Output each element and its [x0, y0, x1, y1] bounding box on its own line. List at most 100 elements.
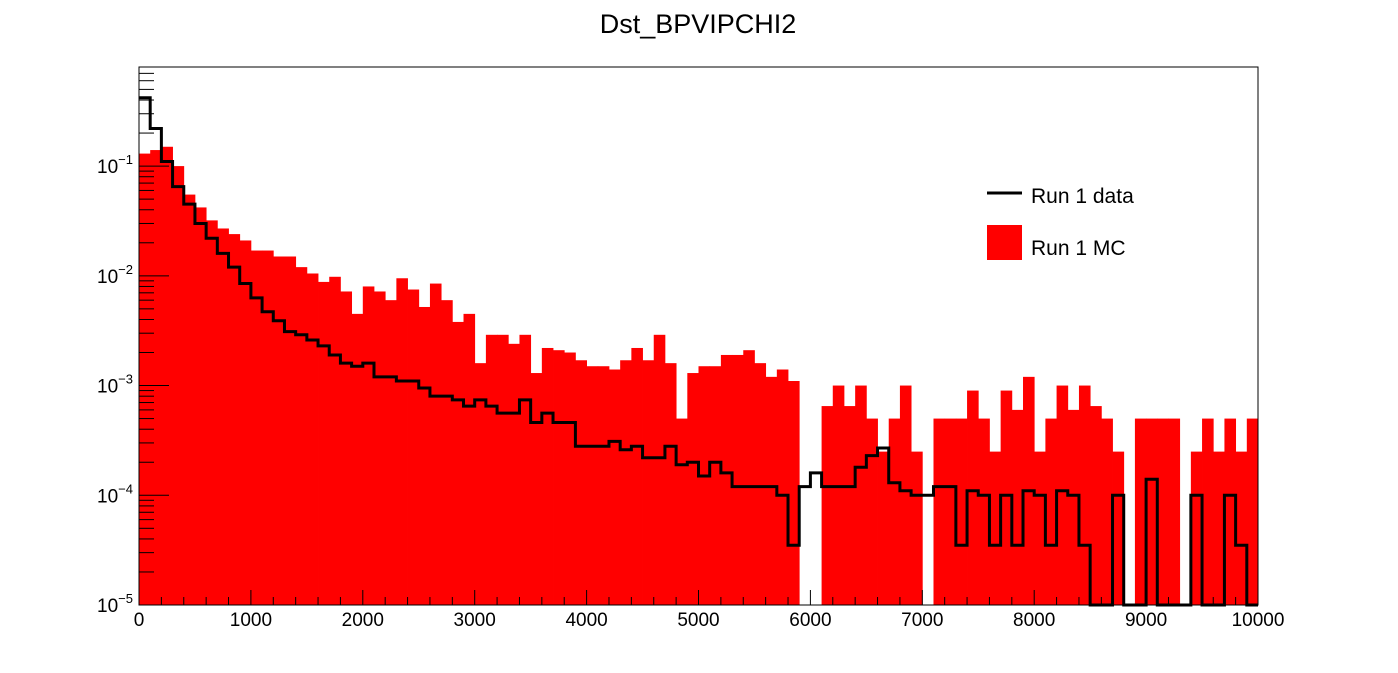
mc-bar	[989, 451, 1002, 605]
mc-bar	[519, 334, 532, 605]
mc-bar	[687, 373, 699, 605]
mc-bar	[1000, 390, 1013, 605]
mc-bar	[351, 313, 364, 605]
mc-bar	[955, 418, 968, 605]
mc-bar	[329, 276, 341, 605]
mc-bar	[855, 385, 867, 605]
legend-label-mc: Run 1 MC	[1031, 237, 1126, 260]
mc-bar	[664, 363, 677, 605]
mc-bar	[1011, 409, 1024, 605]
x-tick-label: 6000	[789, 610, 831, 631]
mc-bar	[553, 350, 565, 605]
mc-bar	[1078, 385, 1091, 605]
mc-bar	[1146, 418, 1158, 605]
mc-bar	[497, 334, 509, 605]
x-tick-label: 7000	[901, 610, 943, 631]
mc-bar	[485, 334, 498, 605]
mc-bar	[620, 360, 632, 605]
x-tick-label: 8000	[1013, 610, 1055, 631]
mc-bar	[754, 363, 767, 605]
mc-bar	[1101, 418, 1113, 605]
mc-bar	[1045, 418, 1057, 605]
mc-bar	[676, 418, 688, 605]
legend-label-data: Run 1 data	[1031, 185, 1134, 208]
mc-bar	[608, 369, 621, 605]
mc-bar	[508, 343, 520, 605]
mc-bar	[295, 267, 308, 605]
mc-bar	[541, 347, 554, 605]
mc-bar	[1224, 418, 1237, 605]
x-tick-label: 0	[134, 610, 145, 631]
legend-swatch-mc	[987, 225, 1022, 260]
mc-bar	[250, 250, 263, 605]
mc-bar	[306, 273, 319, 605]
mc-bar	[194, 207, 207, 605]
mc-bar	[597, 366, 610, 605]
mc-bar	[150, 150, 162, 605]
mc-bar	[429, 283, 442, 605]
x-tick-label: 4000	[565, 610, 607, 631]
mc-bar	[183, 194, 196, 605]
series-data-step-line	[139, 96, 1258, 607]
mc-bar	[217, 228, 229, 605]
mc-bar	[172, 166, 185, 605]
mc-bar	[821, 406, 834, 605]
mc-bar	[1056, 385, 1069, 605]
mc-bar	[362, 286, 375, 605]
mc-bar	[373, 291, 386, 605]
mc-bar	[262, 250, 274, 605]
mc-bar	[452, 321, 464, 605]
x-tick-label: 5000	[677, 610, 719, 631]
mc-bar	[642, 360, 655, 605]
legend: Run 1 data Run 1 MC	[987, 185, 1134, 260]
chart-title: Dst_BPVIPCHI2	[600, 9, 797, 39]
mc-bar	[1134, 418, 1147, 605]
x-tick-label: 10000	[1232, 610, 1285, 631]
mc-bar	[1190, 451, 1203, 605]
mc-bar	[967, 390, 979, 605]
mc-bar	[575, 360, 587, 605]
x-tick-label: 2000	[342, 610, 384, 631]
y-tick-label: 10−4	[97, 481, 133, 507]
mc-bar	[1235, 451, 1248, 605]
x-tick-label: 3000	[454, 610, 496, 631]
mc-bar	[139, 153, 151, 606]
mc-bar	[161, 146, 173, 606]
mc-bar	[530, 373, 543, 605]
mc-bar	[564, 352, 576, 605]
x-tick-label: 9000	[1125, 610, 1167, 631]
mc-bar	[743, 350, 755, 605]
mc-bar	[228, 234, 241, 605]
mc-bar	[318, 281, 330, 605]
mc-bar	[788, 381, 800, 605]
mc-bar	[877, 451, 890, 605]
mc-bar	[239, 240, 252, 606]
mc-bar	[843, 406, 856, 605]
mc-bar	[1067, 409, 1080, 605]
mc-bar	[933, 418, 946, 605]
mc-bar	[1090, 406, 1102, 605]
mc-bar	[732, 354, 744, 605]
mc-bar	[273, 256, 285, 605]
y-tick-label: 10−2	[97, 262, 133, 288]
mc-bar	[888, 418, 901, 605]
y-tick-label: 10−1	[97, 152, 133, 178]
mc-bar	[396, 278, 408, 605]
mc-bar	[832, 385, 845, 605]
mc-bar	[1034, 451, 1046, 605]
mc-bar	[1213, 451, 1225, 605]
mc-bar	[385, 300, 397, 605]
mc-bar	[284, 256, 297, 605]
y-axis: 10−5 10−4 10−3 10−2 10−1	[97, 66, 169, 617]
mc-bar	[1168, 418, 1181, 605]
y-tick-label: 10−3	[97, 372, 133, 398]
x-axis: 0 1000 2000 3000 4000 5000 6000 7000 8000 9000 100…	[134, 590, 1285, 631]
mc-bar	[340, 291, 353, 605]
mc-bar	[720, 354, 733, 605]
mc-bar	[474, 363, 487, 605]
mc-bar	[653, 334, 666, 605]
mc-bar	[418, 306, 431, 605]
mc-bar	[709, 366, 722, 605]
mc-bar	[944, 418, 957, 605]
